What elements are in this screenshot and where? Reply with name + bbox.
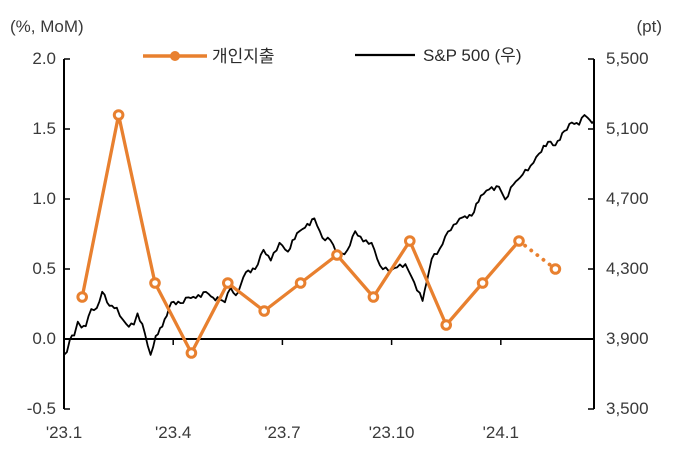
spending-marker	[185, 347, 198, 359]
x-tick-label: '23.7	[264, 423, 301, 442]
spending-marker	[476, 277, 489, 289]
x-tick-label: '23.4	[155, 423, 192, 442]
y-left-tick-label: 1.5	[32, 119, 56, 138]
spending-marker	[149, 277, 161, 289]
spending-marker	[222, 277, 234, 289]
y-right-tick-label: 5,500	[606, 49, 649, 68]
spending-marker	[294, 277, 307, 289]
y-right-tick-label: 3,500	[606, 399, 649, 418]
y-right-tick-label: 4,300	[606, 259, 649, 278]
spending-marker	[367, 291, 380, 303]
spending-marker	[440, 319, 453, 331]
legend-swatch-spending-marker	[170, 51, 180, 61]
legend-label-spending: 개인지출	[212, 47, 275, 66]
spending-forecast-dotted-line	[517, 239, 558, 271]
x-tick-label: '23.10	[368, 423, 415, 442]
spending-marker	[331, 249, 343, 261]
left-axis-unit-label: (%, MoM)	[10, 17, 84, 36]
y-right-tick-label: 5,100	[606, 119, 649, 138]
spending-marker	[258, 305, 271, 317]
spending-marker	[76, 291, 88, 303]
spending-line	[80, 113, 521, 355]
spending-marker	[404, 235, 416, 247]
spending-marker	[112, 109, 125, 121]
y-left-tick-label: 2.0	[32, 49, 56, 68]
right-axis-unit-label: (pt)	[636, 17, 663, 36]
y-left-tick-label: 0.5	[32, 259, 56, 278]
y-right-tick-label: 3,900	[606, 329, 649, 348]
y-left-tick-label: -0.5	[26, 399, 56, 418]
y-right-tick-label: 4,700	[606, 189, 649, 208]
spending-marker	[549, 263, 562, 275]
spending-marker	[513, 235, 525, 247]
x-tick-label: '24.1	[482, 423, 519, 442]
y-left-tick-label: 1.0	[32, 189, 56, 208]
x-tick-label: '23.1	[45, 423, 83, 442]
y-left-tick-label: 0.0	[32, 329, 56, 348]
legend-label-sp500: S&P 500 (우)	[423, 46, 522, 65]
sp500-line	[63, 114, 595, 356]
